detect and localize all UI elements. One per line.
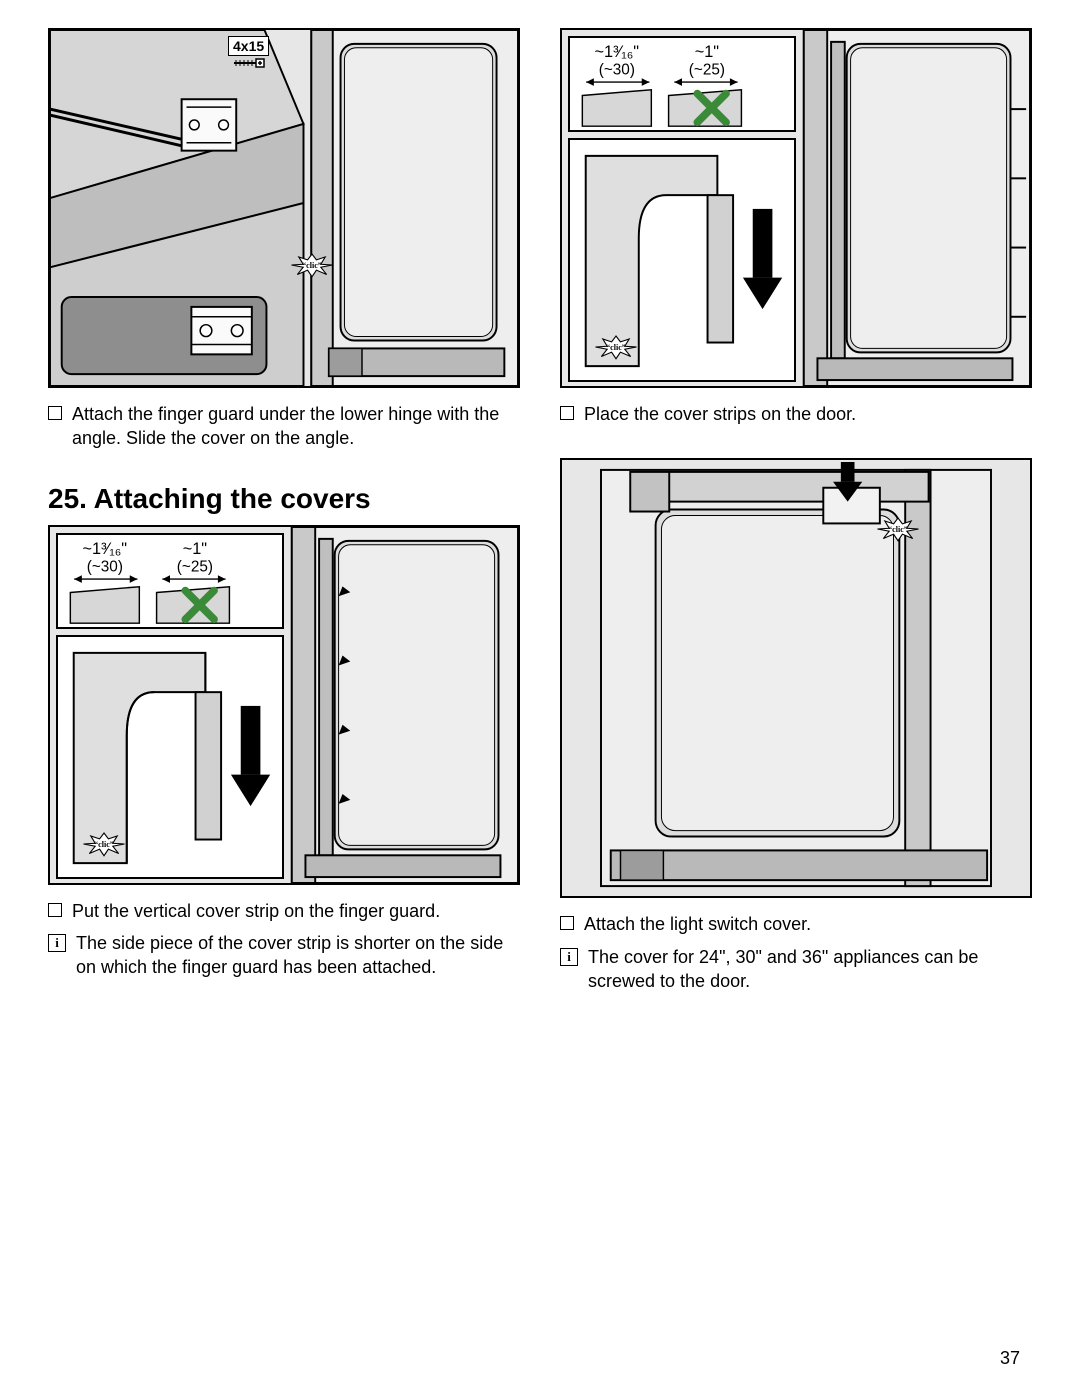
step-item: Attach the finger guard under the lower … bbox=[48, 402, 520, 451]
screw-spec-text: 4x15 bbox=[233, 38, 264, 54]
step-text: Attach the light switch cover. bbox=[584, 912, 811, 936]
profile-inset: “clic” bbox=[568, 138, 796, 382]
page-number: 37 bbox=[1000, 1348, 1020, 1369]
step-item: Place the cover strips on the door. bbox=[560, 402, 1032, 426]
svg-text:“clic”: “clic” bbox=[302, 261, 322, 270]
figure-vertical-cover-strip: ~1³⁄₁₆" (~30) ~1" (~25) bbox=[48, 525, 520, 885]
dimension-inset: ~1³⁄₁₆" (~30) ~1" (~25) bbox=[568, 36, 796, 132]
dimension-inset: ~1³⁄₁₆" (~30) ~1" (~25) bbox=[56, 533, 284, 629]
square-bullet-icon bbox=[48, 406, 62, 420]
square-bullet-icon bbox=[48, 903, 62, 917]
svg-text:~1": ~1" bbox=[695, 43, 720, 61]
figure-cover-strips-door: ~1³⁄₁₆" (~30) ~1" (~25) bbox=[560, 28, 1032, 388]
info-item: i The cover for 24", 30" and 36" applian… bbox=[560, 945, 1032, 994]
svg-text:~1": ~1" bbox=[183, 540, 208, 558]
figure-finger-guard: 4x15 “clic” bbox=[48, 28, 520, 388]
clic-burst-icon: “clic” bbox=[876, 516, 920, 542]
svg-text:(~30): (~30) bbox=[599, 61, 635, 78]
svg-text:~1³⁄₁₆": ~1³⁄₁₆" bbox=[595, 43, 640, 61]
screw-spec-label: 4x15 bbox=[228, 36, 269, 56]
info-icon: i bbox=[48, 934, 66, 952]
left-column: 4x15 “clic” bbox=[48, 28, 520, 1025]
svg-text:“clic”: “clic” bbox=[94, 840, 114, 849]
info-item: i The side piece of the cover strip is s… bbox=[48, 931, 520, 980]
step-text: Attach the finger guard under the lower … bbox=[72, 402, 520, 451]
screw-icon bbox=[232, 56, 266, 75]
square-bullet-icon bbox=[560, 406, 574, 420]
step-text: Place the cover strips on the door. bbox=[584, 402, 856, 426]
info-text: The cover for 24", 30" and 36" appliance… bbox=[588, 945, 1032, 994]
profile-inset: “clic” bbox=[56, 635, 284, 879]
svg-text:“clic”: “clic” bbox=[606, 343, 626, 352]
svg-text:~1³⁄₁₆": ~1³⁄₁₆" bbox=[83, 540, 128, 558]
step-text: Put the vertical cover strip on the fing… bbox=[72, 899, 440, 923]
svg-text:(~25): (~25) bbox=[689, 61, 725, 78]
section-heading: 25. Attaching the covers bbox=[48, 483, 520, 515]
step-list-4: Attach the light switch cover. i The cov… bbox=[560, 912, 1032, 1001]
clic-burst-icon: “clic” bbox=[290, 252, 334, 278]
svg-text:(~30): (~30) bbox=[87, 558, 123, 575]
clic-burst-icon: “clic” bbox=[82, 831, 126, 857]
step-list-3: Place the cover strips on the door. bbox=[560, 402, 1032, 434]
step-item: Attach the light switch cover. bbox=[560, 912, 1032, 936]
clic-burst-icon: “clic” bbox=[594, 334, 638, 360]
step-list-2: Put the vertical cover strip on the fing… bbox=[48, 899, 520, 988]
step-item: Put the vertical cover strip on the fing… bbox=[48, 899, 520, 923]
right-column: ~1³⁄₁₆" (~30) ~1" (~25) bbox=[560, 28, 1032, 1025]
step-list-1: Attach the finger guard under the lower … bbox=[48, 402, 520, 459]
figure-light-switch-cover: “clic” bbox=[560, 458, 1032, 898]
svg-text:“clic”: “clic” bbox=[888, 525, 908, 534]
svg-text:(~25): (~25) bbox=[177, 558, 213, 575]
info-icon: i bbox=[560, 948, 578, 966]
info-text: The side piece of the cover strip is sho… bbox=[76, 931, 520, 980]
square-bullet-icon bbox=[560, 916, 574, 930]
